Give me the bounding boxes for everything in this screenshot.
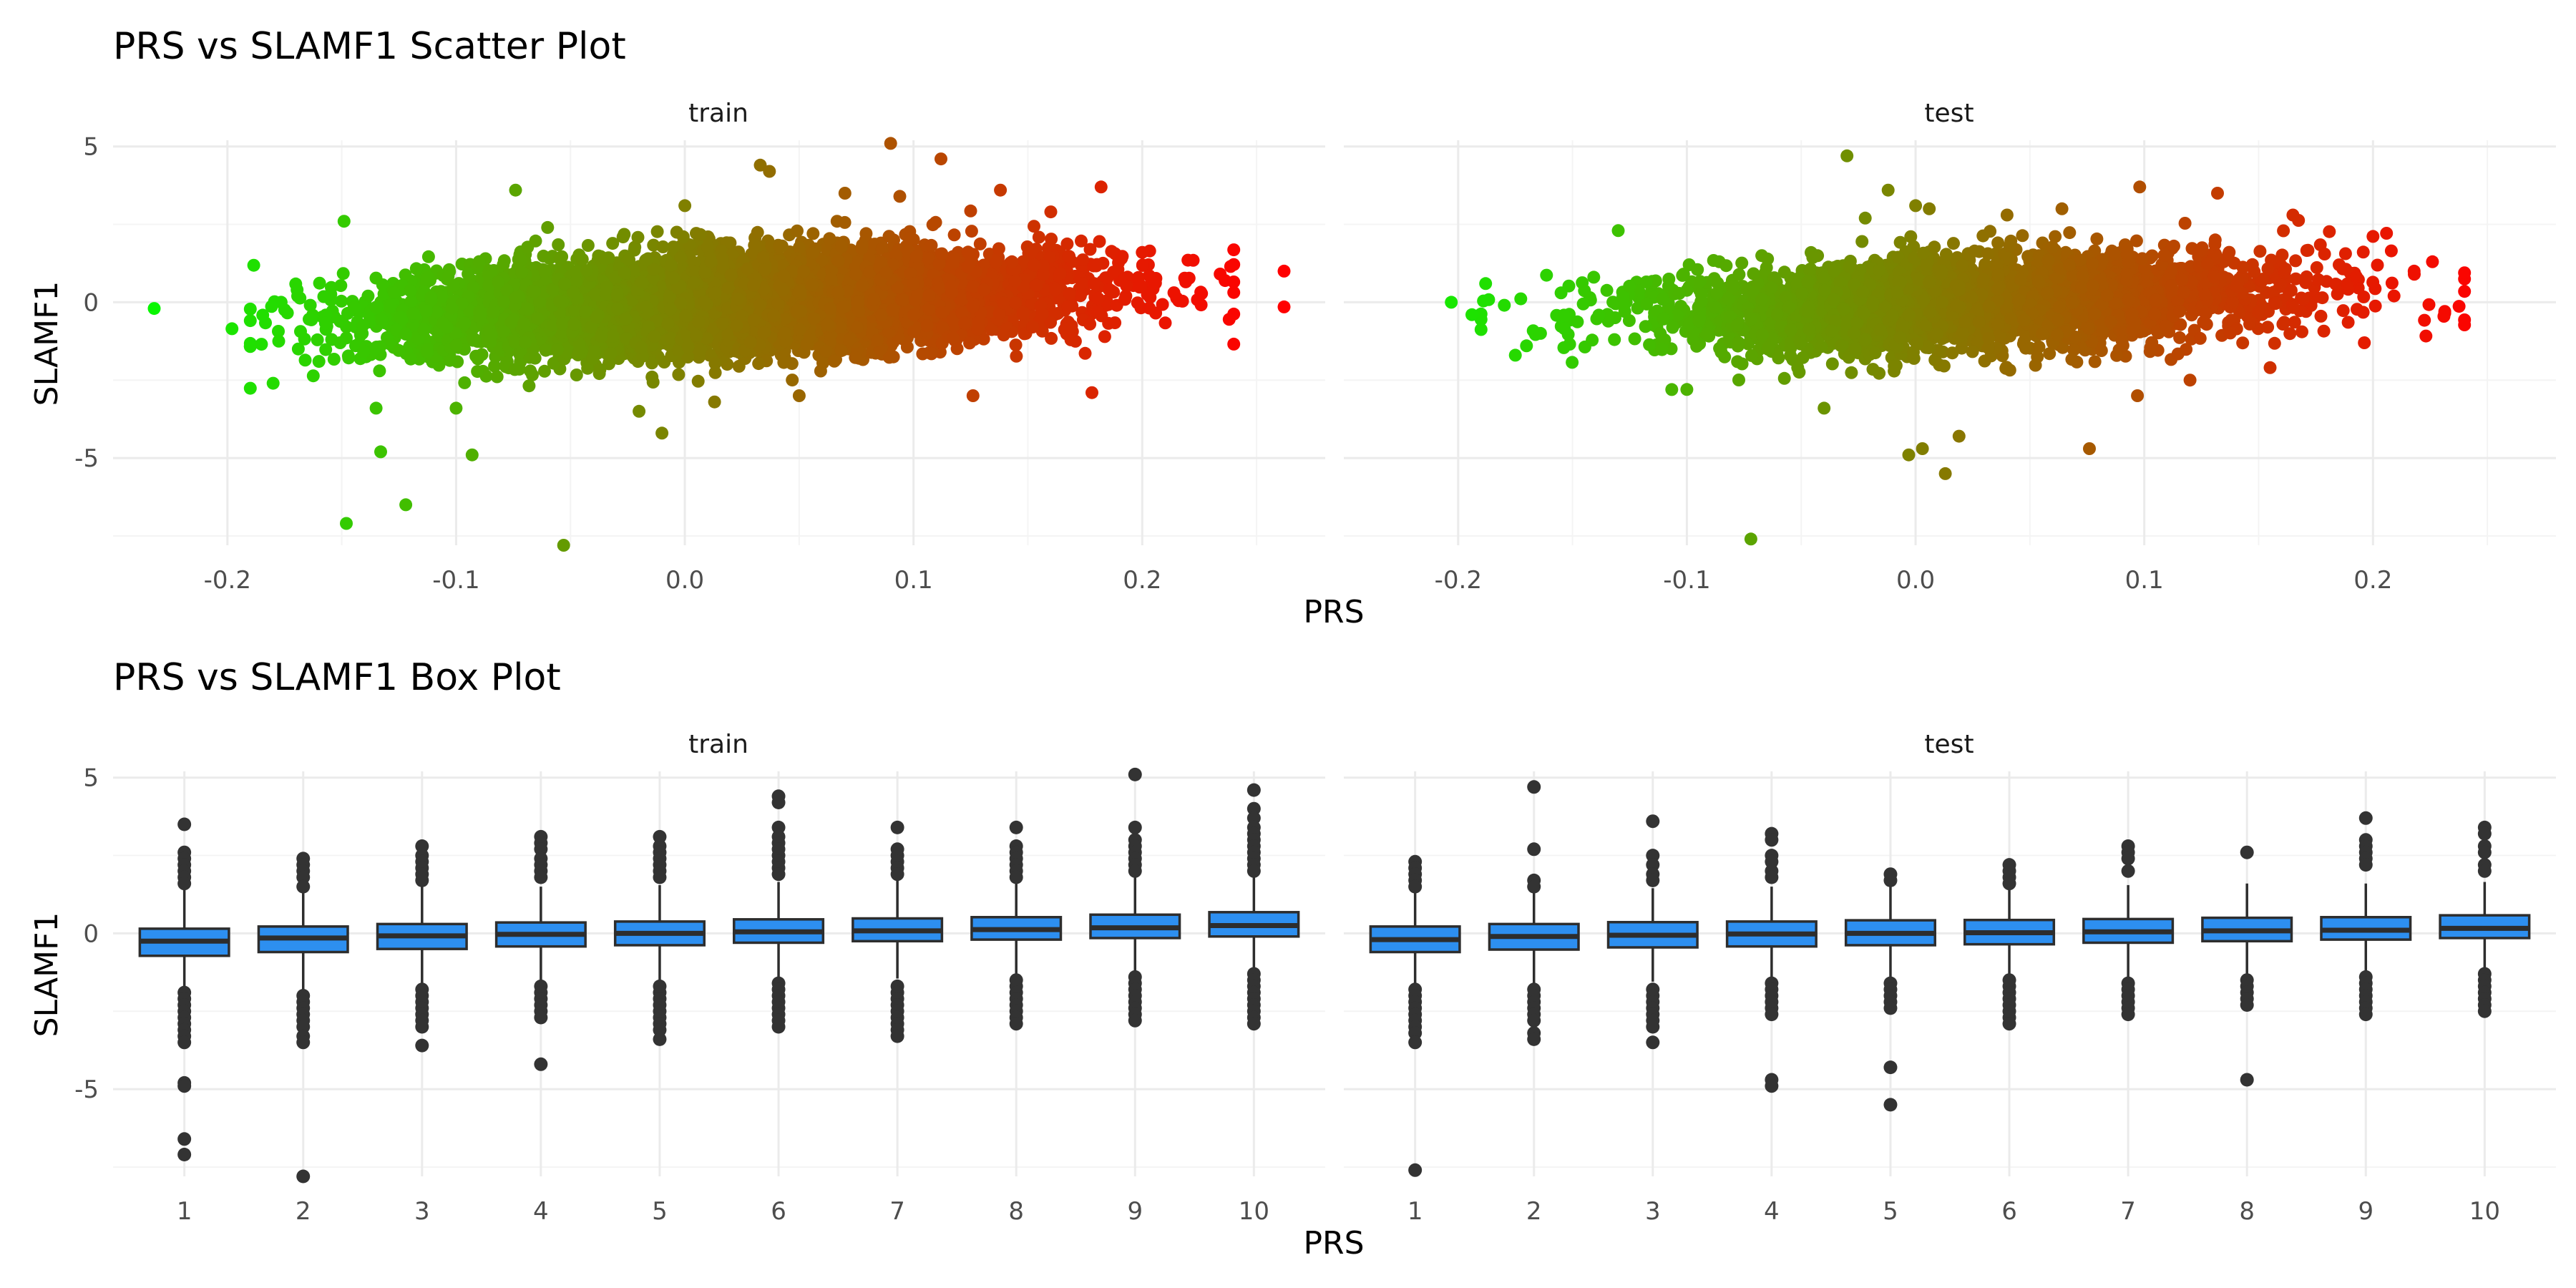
scatter-point bbox=[471, 365, 484, 379]
scatter-point bbox=[303, 298, 317, 312]
scatter-point bbox=[691, 374, 705, 388]
x-tick-label: -0.2 bbox=[204, 566, 251, 595]
scatter-point bbox=[243, 302, 257, 316]
scatter-point bbox=[243, 314, 257, 328]
scatter-point bbox=[1045, 233, 1058, 246]
scatter-point bbox=[552, 238, 565, 251]
scatter-point bbox=[255, 338, 268, 351]
scatter-point bbox=[319, 343, 333, 356]
scatter-point bbox=[786, 374, 799, 387]
scatter-point bbox=[547, 356, 560, 370]
scatter-point bbox=[618, 228, 631, 241]
scatter-point bbox=[306, 369, 320, 383]
scatter-point bbox=[570, 369, 583, 381]
scatter-point bbox=[272, 334, 286, 348]
scatter-point bbox=[1083, 243, 1097, 256]
scatter-point bbox=[606, 237, 620, 250]
scatter-point bbox=[1009, 338, 1023, 352]
scatter-point bbox=[247, 258, 260, 272]
scatter-point bbox=[1227, 286, 1241, 299]
scatter-point bbox=[336, 267, 350, 280]
scatter-point bbox=[646, 376, 660, 389]
y-tick-label: 5 bbox=[83, 133, 99, 162]
scatter-point bbox=[1105, 245, 1118, 258]
scatter-strip-test: test bbox=[1924, 99, 1974, 128]
scatter-point bbox=[965, 225, 978, 238]
scatter-point bbox=[751, 225, 764, 239]
scatter-strip-train: train bbox=[688, 99, 748, 128]
scatter-point bbox=[272, 325, 285, 338]
scatter-point bbox=[361, 289, 375, 303]
scatter-point bbox=[265, 300, 278, 313]
scatter-point bbox=[1227, 337, 1241, 351]
scatter-point bbox=[947, 228, 961, 242]
scatter-point bbox=[1028, 220, 1040, 233]
scatter-point bbox=[806, 227, 820, 240]
scatter-point bbox=[409, 262, 423, 275]
scatter-point bbox=[708, 366, 722, 379]
scatter-point bbox=[538, 364, 551, 378]
scatter-point bbox=[327, 353, 341, 366]
scatter-point bbox=[469, 349, 483, 363]
scatter-point bbox=[1156, 298, 1169, 311]
scatter-point bbox=[488, 359, 502, 373]
scatter-point bbox=[243, 381, 257, 395]
scatter-point bbox=[1032, 230, 1045, 244]
scatter-title: PRS vs SLAMF1 Scatter Plot bbox=[113, 25, 626, 68]
scatter-point bbox=[421, 250, 435, 263]
scatter-point bbox=[335, 294, 348, 308]
scatter-point bbox=[1075, 234, 1088, 248]
scatter-point bbox=[924, 238, 938, 252]
scatter-point bbox=[977, 332, 990, 346]
scatter-point bbox=[791, 224, 804, 238]
scatter-point bbox=[1227, 243, 1241, 257]
scatter-panel-train: -0.2 -0.1 0.0 0.1 0.2 5 0 -5 bbox=[74, 133, 1325, 595]
x-tick-label: -0.1 bbox=[432, 566, 479, 595]
scatter-point bbox=[280, 306, 294, 320]
scatter-point bbox=[1148, 276, 1162, 290]
scatter-point bbox=[1098, 330, 1111, 343]
scatter-point bbox=[701, 240, 715, 254]
scatter-point bbox=[373, 364, 386, 378]
scatter-point bbox=[1143, 291, 1157, 304]
scatter-point bbox=[814, 364, 827, 378]
scatter-point bbox=[1108, 316, 1122, 330]
x-tick-label: 0.2 bbox=[1123, 566, 1161, 595]
scatter-point bbox=[1093, 235, 1106, 248]
scatter-point bbox=[997, 328, 1010, 342]
scatter-point bbox=[291, 342, 305, 356]
scatter-point bbox=[313, 276, 326, 290]
scatter-point bbox=[293, 291, 307, 305]
x-tick-label: 0.1 bbox=[894, 566, 933, 595]
y-tick-label: 0 bbox=[83, 288, 99, 317]
scatter-point bbox=[243, 340, 257, 353]
scatter-point bbox=[311, 333, 324, 346]
scatter-point bbox=[882, 230, 896, 243]
scatter-point bbox=[497, 258, 510, 271]
scatter-point bbox=[1076, 253, 1090, 267]
y-tick-label: -5 bbox=[74, 444, 99, 473]
scatter-point bbox=[458, 376, 472, 389]
x-tick-label: 0.0 bbox=[665, 566, 704, 595]
